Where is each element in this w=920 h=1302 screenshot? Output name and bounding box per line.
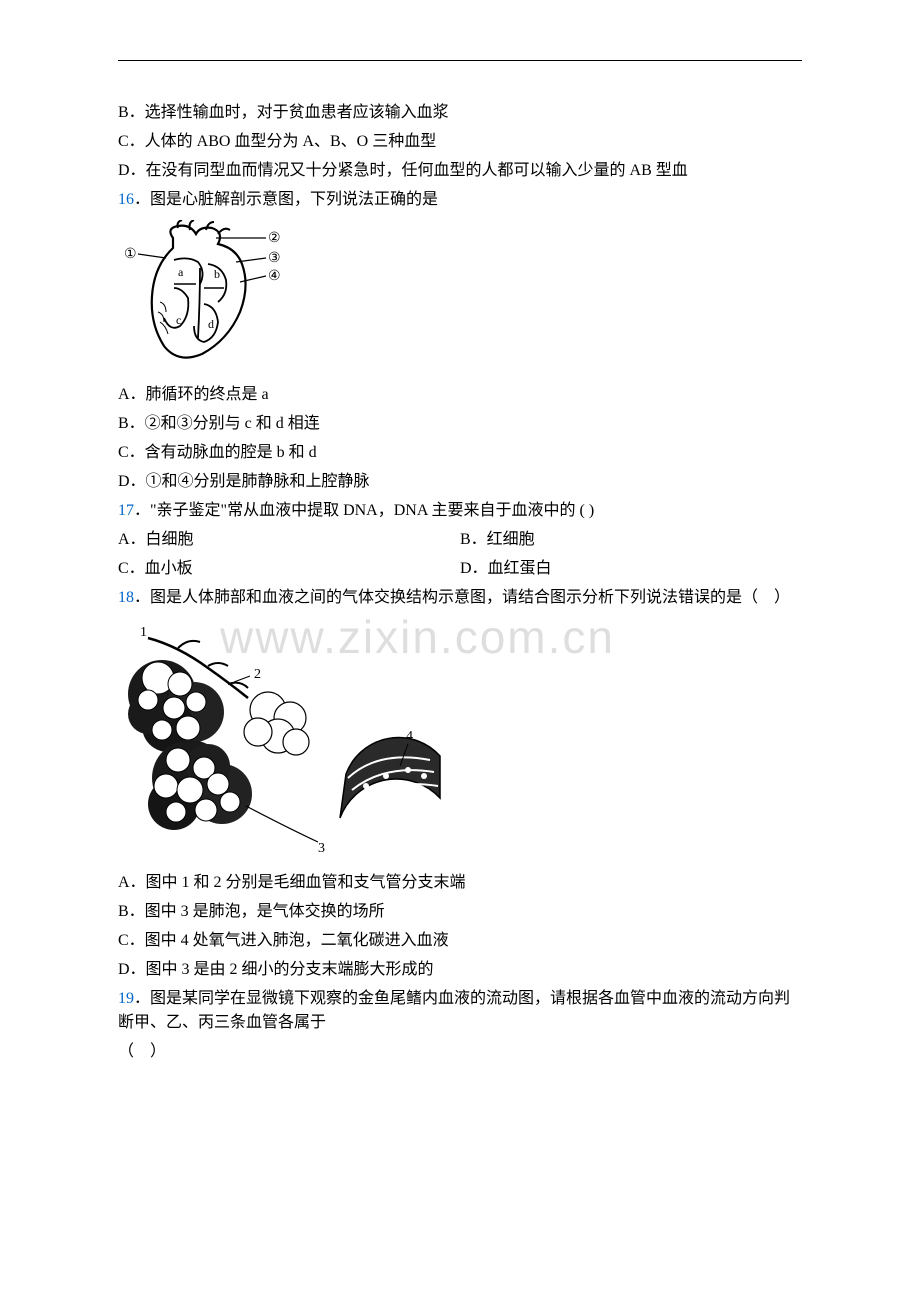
capillary-detail (340, 738, 440, 818)
question-17: 17．"亲子鉴定"常从血液中提取 DNA，DNA 主要来自于血液中的 ( ) (118, 499, 802, 523)
heart-label-2: ② (268, 231, 281, 246)
option-18-b: B．图中 3 是肺泡，是气体交换的场所 (118, 900, 802, 924)
question-16: 16．图是心脏解剖示意图，下列说法正确的是 (118, 188, 802, 212)
option-15-c: C．人体的 ABO 血型分为 A、B、O 三种血型 (118, 130, 802, 154)
question-19: 19．图是某同学在显微镜下观察的金鱼尾鳍内血液的流动图，请根据各血管中血液的流动… (118, 987, 802, 1035)
question-18-text: ．图是人体肺部和血液之间的气体交换结构示意图，请结合图示分析下列说法错误的是（ … (134, 589, 790, 606)
heart-label-1: ① (124, 247, 137, 262)
lung-label-2: 2 (254, 667, 261, 682)
option-15-d: D．在没有同型血而情况又十分紧急时，任何血型的人都可以输入少量的 AB 型血 (118, 159, 802, 183)
heart-label-b: b (214, 267, 220, 281)
option-18-a: A．图中 1 和 2 分别是毛细血管和支气管分支末端 (118, 871, 802, 895)
option-16-d: D．①和④分别是肺静脉和上腔静脉 (118, 470, 802, 494)
question-19-text: ．图是某同学在显微镜下观察的金鱼尾鳍内血液的流动图，请根据各血管中血液的流动方向… (118, 990, 790, 1031)
heart-label-d: d (208, 317, 214, 331)
question-18: 18．图是人体肺部和血液之间的气体交换结构示意图，请结合图示分析下列说法错误的是… (118, 586, 802, 610)
lung-figure: 1 2 (118, 618, 802, 863)
question-17-text: ．"亲子鉴定"常从血液中提取 DNA，DNA 主要来自于血液中的 ( ) (134, 502, 594, 519)
option-16-b: B．②和③分别与 c 和 d 相连 (118, 412, 802, 436)
heart-diagram-svg: ① ② ③ ④ a b c d (118, 220, 288, 370)
heart-label-c: c (176, 313, 181, 327)
options-17-row2: C．血小板 D．血红蛋白 (118, 557, 802, 586)
option-16-c: C．含有动脉血的腔是 b 和 d (118, 441, 802, 465)
lung-label-3: 3 (318, 841, 325, 856)
option-18-c: C．图中 4 处氧气进入肺泡，二氧化碳进入血液 (118, 929, 802, 953)
alveoli-cluster-light (244, 692, 309, 755)
lung-label-4: 4 (406, 729, 413, 744)
lung-label-1: 1 (140, 625, 147, 640)
option-16-a: A．肺循环的终点是 a (118, 383, 802, 407)
option-17-b: B．红细胞 (460, 528, 802, 552)
heart-label-3: ③ (268, 251, 281, 266)
question-19-paren: （ ） (118, 1040, 802, 1064)
question-16-text: ．图是心脏解剖示意图，下列说法正确的是 (134, 191, 438, 208)
option-17-d: D．血红蛋白 (460, 557, 802, 581)
heart-label-a: a (178, 265, 184, 279)
heart-figure: ① ② ③ ④ a b c d (118, 220, 802, 375)
question-19-number: 19 (118, 990, 134, 1007)
question-16-number: 16 (118, 191, 134, 208)
options-17-row1: A．白细胞 B．红细胞 (118, 528, 802, 557)
lung-diagram-svg: 1 2 (118, 618, 448, 858)
question-17-number: 17 (118, 502, 134, 519)
alveoli-cluster-1 (128, 660, 224, 752)
option-18-d: D．图中 3 是由 2 细小的分支末端膨大形成的 (118, 958, 802, 982)
alveoli-cluster-2 (148, 740, 252, 830)
heart-label-4: ④ (268, 269, 281, 284)
option-15-b: B．选择性输血时，对于贫血患者应该输入血浆 (118, 101, 802, 125)
page-content: B．选择性输血时，对于贫血患者应该输入血浆 C．人体的 ABO 血型分为 A、B… (0, 0, 920, 1129)
option-17-c: C．血小板 (118, 557, 460, 581)
question-18-number: 18 (118, 589, 134, 606)
option-17-a: A．白细胞 (118, 528, 460, 552)
top-rule (118, 60, 802, 61)
